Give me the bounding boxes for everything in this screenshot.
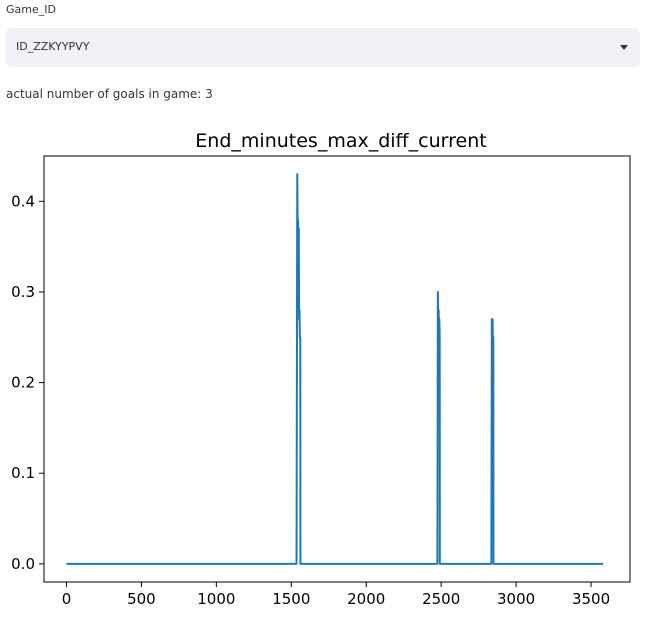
chart-title: End_minutes_max_diff_current — [195, 130, 486, 152]
x-tick-label: 2500 — [422, 590, 460, 608]
x-tick-label: 2000 — [347, 590, 385, 608]
game-id-select-value: ID_ZZKYYPVY — [16, 40, 90, 53]
y-tick-label: 0.1 — [11, 464, 35, 482]
goals-count-text: actual number of goals in game: 3 — [6, 87, 213, 101]
x-axis-ticks: 0 500 1000 1500 2000 2500 3000 3500 — [62, 582, 610, 608]
x-tick-label: 3500 — [572, 590, 610, 608]
y-tick-label: 0.3 — [11, 283, 35, 301]
x-tick-label: 1500 — [272, 590, 310, 608]
x-tick-label: 3000 — [497, 590, 535, 608]
y-axis-ticks: 0.0 0.1 0.2 0.3 0.4 — [11, 192, 44, 573]
y-tick-label: 0.0 — [11, 555, 35, 573]
x-tick-label: 1000 — [197, 590, 235, 608]
game-id-select[interactable]: ID_ZZKYYPVY — [6, 28, 640, 67]
game-id-label: Game_ID — [6, 3, 56, 16]
y-tick-label: 0.2 — [11, 374, 35, 392]
x-tick-label: 500 — [127, 590, 156, 608]
x-tick-label: 0 — [62, 590, 72, 608]
y-tick-label: 0.4 — [11, 192, 35, 210]
line-chart: End_minutes_max_diff_current 0 500 1000 150… — [11, 130, 631, 608]
series-line — [66, 173, 604, 565]
plot-area — [43, 155, 631, 583]
chevron-down-icon[interactable] — [620, 45, 628, 50]
